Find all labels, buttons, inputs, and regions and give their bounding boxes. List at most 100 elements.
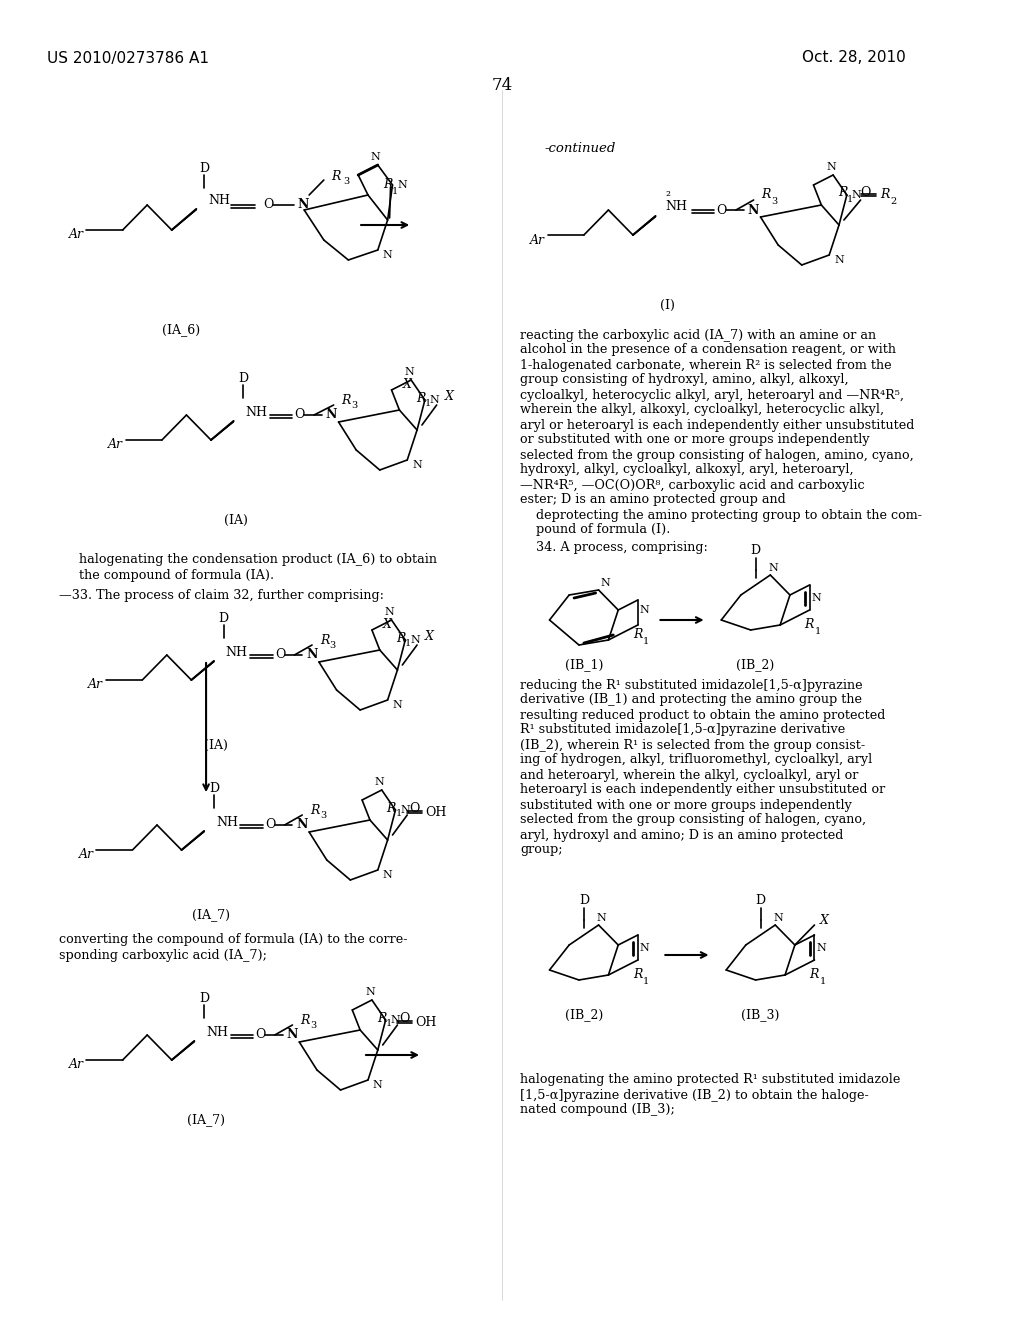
Text: substituted with one or more groups independently: substituted with one or more groups inde…: [520, 799, 852, 812]
Text: Ar: Ar: [108, 438, 123, 451]
Text: halogenating the amino protected R¹ substituted imidazole: halogenating the amino protected R¹ subs…: [520, 1073, 900, 1086]
Text: halogenating the condensation product (IA_6) to obtain: halogenating the condensation product (I…: [79, 553, 436, 566]
Text: 1: 1: [819, 977, 825, 986]
Text: (IB_2): (IB_2): [565, 1008, 603, 1022]
Text: N: N: [392, 700, 402, 710]
Text: N: N: [411, 635, 420, 645]
Text: reacting the carboxylic acid (IA_7) with an amine or an: reacting the carboxylic acid (IA_7) with…: [520, 329, 877, 342]
Text: 1: 1: [847, 194, 853, 203]
Text: R: R: [319, 634, 330, 647]
Text: 3: 3: [343, 177, 350, 186]
Text: Ar: Ar: [88, 678, 103, 692]
Text: NH: NH: [216, 816, 238, 829]
Text: 1: 1: [391, 186, 397, 195]
Text: heteroaryl is each independently either unsubstituted or: heteroaryl is each independently either …: [520, 784, 886, 796]
Text: 1: 1: [643, 636, 649, 645]
Text: R: R: [416, 392, 425, 404]
Text: NH: NH: [225, 645, 248, 659]
Text: NH: NH: [206, 1026, 228, 1039]
Text: N: N: [383, 870, 392, 880]
Text: 1: 1: [395, 809, 401, 818]
Text: N: N: [297, 198, 308, 211]
Text: US 2010/0273786 A1: US 2010/0273786 A1: [46, 50, 209, 66]
Text: N: N: [600, 578, 610, 587]
Text: derivative (IB_1) and protecting the amino group the: derivative (IB_1) and protecting the ami…: [520, 693, 862, 706]
Text: resulting reduced product to obtain the amino protected: resulting reduced product to obtain the …: [520, 709, 886, 722]
Text: R: R: [387, 801, 396, 814]
Text: N: N: [383, 249, 392, 260]
Text: OH: OH: [415, 1015, 436, 1028]
Text: N: N: [816, 942, 826, 953]
Text: selected from the group consisting of halogen, amino, cyano,: selected from the group consisting of ha…: [520, 449, 913, 462]
Text: O: O: [263, 198, 273, 211]
Text: R: R: [810, 969, 819, 982]
Text: R: R: [805, 619, 814, 631]
Text: R¹ substituted imidazole[1,5-α]pyrazine derivative: R¹ substituted imidazole[1,5-α]pyrazine …: [520, 723, 846, 737]
Text: R: R: [881, 189, 890, 202]
Text: N: N: [287, 1028, 298, 1041]
Text: N: N: [768, 564, 778, 573]
Text: N: N: [748, 203, 759, 216]
Text: R: R: [310, 804, 319, 817]
Text: O: O: [274, 648, 285, 661]
Text: (I): (I): [659, 298, 675, 312]
Text: N: N: [640, 942, 649, 953]
Text: (IA): (IA): [223, 513, 248, 527]
Text: R: R: [396, 631, 406, 644]
Text: (IB_3): (IB_3): [741, 1008, 779, 1022]
Text: aryl, hydroxyl and amino; D is an amino protected: aryl, hydroxyl and amino; D is an amino …: [520, 829, 844, 842]
Text: X: X: [819, 913, 828, 927]
Text: 1: 1: [814, 627, 820, 635]
Text: D: D: [751, 544, 761, 557]
Text: pound of formula (I).: pound of formula (I).: [520, 524, 671, 536]
Text: ₂: ₂: [666, 186, 671, 199]
Text: X: X: [425, 631, 434, 644]
Text: Ar: Ar: [529, 234, 545, 247]
Text: 3: 3: [319, 812, 327, 821]
Text: OH: OH: [425, 805, 446, 818]
Text: D: D: [756, 894, 766, 907]
Text: O: O: [410, 801, 420, 814]
Text: 3: 3: [351, 401, 357, 411]
Text: (IB_2), wherein R¹ is selected from the group consist-: (IB_2), wherein R¹ is selected from the …: [520, 738, 865, 751]
Text: 2: 2: [890, 197, 896, 206]
Text: Oct. 28, 2010: Oct. 28, 2010: [802, 50, 905, 66]
Text: O: O: [294, 408, 305, 421]
Text: N: N: [366, 987, 375, 997]
Text: ester; D is an amino protected group and: ester; D is an amino protected group and: [520, 494, 785, 507]
Text: [1,5-α]pyrazine derivative (IB_2) to obtain the haloge-: [1,5-α]pyrazine derivative (IB_2) to obt…: [520, 1089, 868, 1101]
Text: N: N: [326, 408, 337, 421]
Text: D: D: [199, 991, 209, 1005]
Text: converting the compound of formula (IA) to the corre-: converting the compound of formula (IA) …: [58, 933, 408, 946]
Text: 1: 1: [643, 977, 649, 986]
Text: (IA_7): (IA_7): [191, 908, 230, 921]
Text: N: N: [400, 805, 411, 814]
Text: NH: NH: [208, 194, 230, 206]
Text: 1-halogenated carbonate, wherein R² is selected from the: 1-halogenated carbonate, wherein R² is s…: [520, 359, 892, 371]
Text: D: D: [199, 161, 209, 174]
Text: or substituted with one or more groups independently: or substituted with one or more groups i…: [520, 433, 869, 446]
Text: N: N: [773, 913, 783, 923]
Text: group;: group;: [520, 843, 562, 857]
Text: X: X: [402, 379, 412, 392]
Text: reducing the R¹ substituted imidazole[1,5-α]pyrazine: reducing the R¹ substituted imidazole[1,…: [520, 678, 862, 692]
Text: R: R: [383, 178, 392, 191]
Text: R: R: [838, 186, 848, 199]
Text: —NR⁴R⁵, —OC(O)OR⁸, carboxylic acid and carboxylic: —NR⁴R⁵, —OC(O)OR⁸, carboxylic acid and c…: [520, 479, 864, 491]
Text: N: N: [412, 459, 422, 470]
Text: N: N: [373, 1080, 383, 1090]
Text: N: N: [375, 777, 385, 787]
Text: O: O: [399, 1011, 410, 1024]
Text: R: R: [762, 189, 771, 202]
Text: O: O: [265, 818, 275, 832]
Text: sponding carboxylic acid (IA_7);: sponding carboxylic acid (IA_7);: [58, 949, 267, 961]
Text: nated compound (IB_3);: nated compound (IB_3);: [520, 1104, 675, 1117]
Text: R: R: [633, 628, 642, 642]
Text: deprotecting the amino protecting group to obtain the com-: deprotecting the amino protecting group …: [520, 508, 922, 521]
Text: 3: 3: [330, 642, 336, 651]
Text: D: D: [219, 611, 228, 624]
Text: Ar: Ar: [79, 849, 93, 862]
Text: R: R: [377, 1011, 386, 1024]
Text: 1: 1: [406, 639, 412, 648]
Text: R: R: [633, 969, 642, 982]
